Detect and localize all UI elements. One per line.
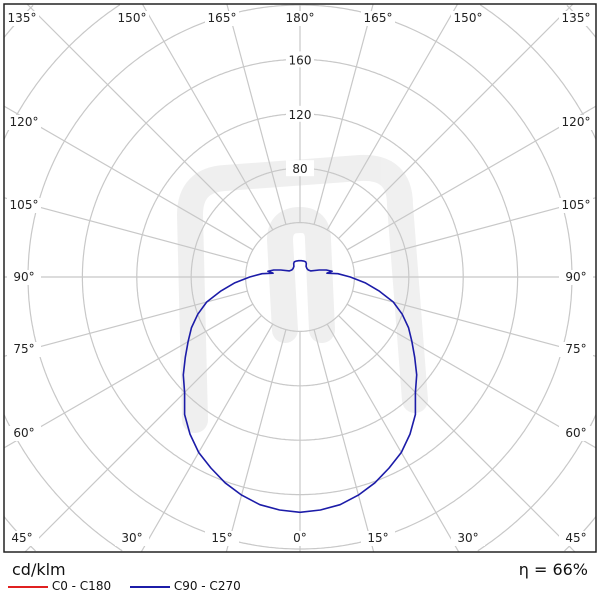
tick-label-bg — [286, 160, 314, 177]
angle-label-right: 75° — [565, 342, 586, 356]
legend-swatch-red — [8, 585, 48, 588]
legend-label: C0 - C180 — [51, 579, 112, 593]
angle-label-top: 150° — [454, 11, 483, 25]
grid-spoke — [313, 329, 375, 553]
unit-label: cd/klm — [12, 560, 66, 579]
grid-spoke — [3, 197, 248, 264]
grid-spoke — [326, 323, 460, 553]
angle-label-bottom: 30° — [121, 531, 142, 545]
efficiency-label: η = 66% — [518, 560, 588, 579]
grid-ring — [3, 4, 597, 552]
grid-spoke — [3, 105, 254, 251]
angle-label-bg — [559, 270, 593, 285]
angle-label-top: 165° — [208, 11, 237, 25]
angle-label-bg — [5, 531, 39, 546]
angle-label-left: 75° — [13, 342, 34, 356]
angle-label-bg — [5, 11, 39, 26]
grid-spoke — [352, 197, 597, 264]
angle-label-right: 105° — [562, 198, 591, 212]
angle-label-bottom: 45° — [11, 531, 32, 545]
angle-label-left: 90° — [13, 270, 34, 284]
angle-label-top: 165° — [364, 11, 393, 25]
grid-spoke — [140, 323, 274, 553]
angle-label-bg — [559, 426, 593, 441]
angle-label-bg — [559, 11, 593, 26]
grid-spoke — [226, 3, 287, 225]
grid-spoke — [346, 105, 597, 251]
angle-label-right: 120° — [562, 115, 591, 129]
angle-label-bg — [7, 270, 41, 285]
angle-label-right: 60° — [565, 426, 586, 440]
angle-label-bg — [7, 115, 41, 130]
angle-label-bg — [7, 342, 41, 357]
angle-label-top: 135° — [8, 11, 37, 25]
angle-label-top: 135° — [562, 11, 591, 25]
angle-label-bg — [559, 198, 593, 213]
grid-spoke — [338, 315, 576, 553]
angle-label-bottom: 15° — [211, 531, 232, 545]
grid-spoke — [326, 3, 459, 231]
angle-label-left: 60° — [13, 426, 34, 440]
angle-label-top: 180° — [286, 11, 315, 25]
radial-tick-label: 120 — [289, 108, 312, 122]
angle-label-right: 90° — [565, 270, 586, 284]
grid-spoke — [338, 3, 574, 239]
angle-label-bottom: 45° — [565, 531, 586, 545]
grid-spoke — [346, 303, 597, 449]
angle-label-top: 150° — [118, 11, 147, 25]
angle-label-left: 105° — [10, 198, 39, 212]
angle-label-bg — [115, 531, 149, 546]
angle-label-bg — [7, 198, 41, 213]
axis-labels: 80 120 160 135° 150° 165° 180° 165° 150° 135° 45° 3… — [5, 11, 593, 546]
legend-item-c0: C0 - C180 — [8, 579, 111, 593]
grid-ring — [245, 222, 355, 332]
curves — [182, 259, 418, 514]
angle-label-bg — [205, 11, 239, 26]
angle-label-bottom: 0° — [293, 531, 307, 545]
angle-label-bg — [205, 531, 239, 546]
legend-item-c90: C90 - C270 — [130, 579, 241, 593]
radial-tick-label: 80 — [292, 162, 307, 176]
angle-label-bg — [451, 11, 485, 26]
grid-spoke — [24, 315, 262, 553]
angle-label-bg — [283, 531, 317, 546]
grid-spoke — [225, 329, 287, 553]
tick-label-bg — [286, 105, 314, 122]
radial-tick-label: 160 — [289, 53, 312, 67]
angle-label-bg — [361, 11, 395, 26]
angle-label-left: 120° — [10, 115, 39, 129]
tick-label-bg — [286, 51, 314, 68]
grid-spoke — [26, 3, 262, 239]
angle-label-bottom: 15° — [367, 531, 388, 545]
polar-grid — [3, 3, 597, 553]
angle-label-bg — [559, 531, 593, 546]
legend-swatch-blue — [130, 585, 170, 588]
curve-c90-c270 — [182, 259, 418, 514]
angle-label-bg — [451, 531, 485, 546]
angle-label-bg — [7, 426, 41, 441]
angle-label-bg — [115, 11, 149, 26]
watermark-logo — [176, 154, 428, 433]
grid-spoke — [141, 3, 274, 231]
grid-spoke — [3, 303, 254, 449]
angle-label-bg — [361, 531, 395, 546]
grid-spoke — [313, 3, 374, 225]
angle-label-bg — [283, 11, 317, 26]
angle-label-bg — [559, 342, 593, 357]
legend-label: C90 - C270 — [173, 579, 241, 593]
angle-label-bottom: 30° — [457, 531, 478, 545]
angle-label-bg — [559, 115, 593, 130]
plot-frame — [3, 3, 597, 553]
